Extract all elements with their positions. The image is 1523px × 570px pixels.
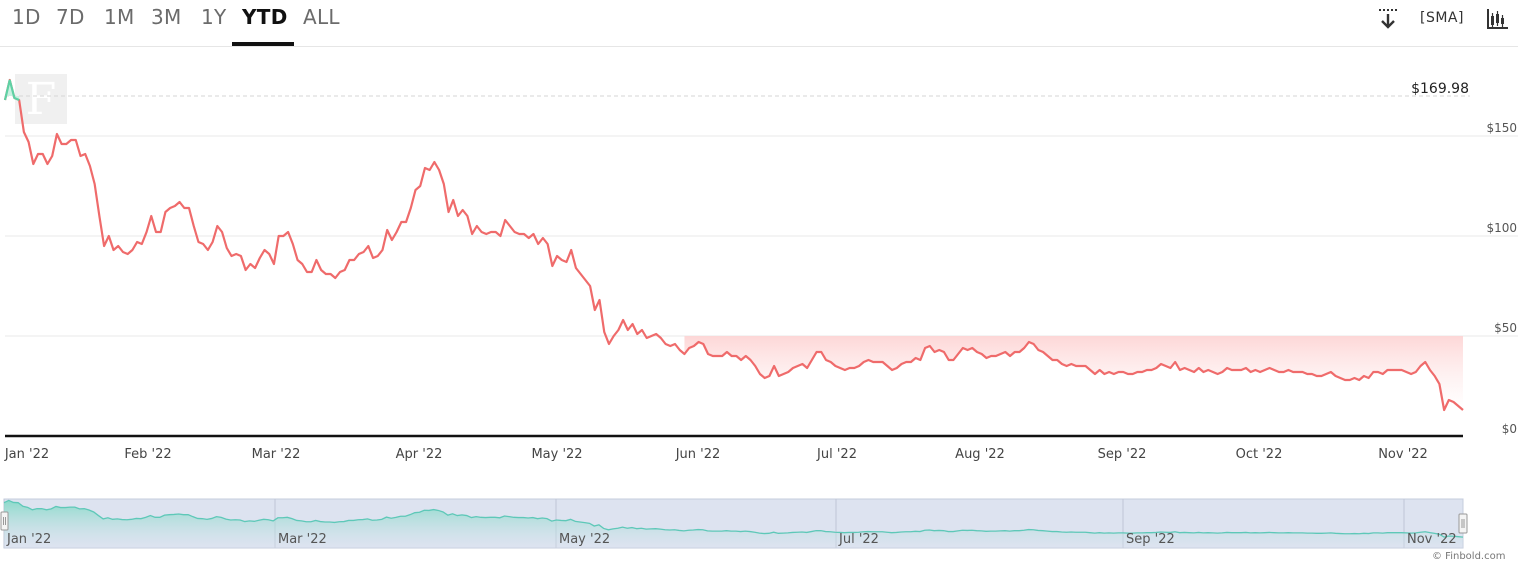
x-tick-label: Sep '22	[1098, 447, 1147, 462]
navigator-line	[3, 499, 1464, 538]
navigator-labels: Jan '22 Mar '22 May '22 Jul '22 Sep '22 Nov '…	[6, 532, 1457, 547]
tab-7d[interactable]: 7D	[56, 5, 85, 29]
finbold-logo: F	[15, 74, 67, 125]
active-tab-underline	[232, 42, 294, 46]
x-tick-label: Mar '22	[252, 447, 301, 462]
tab-1d[interactable]: 1D	[12, 5, 41, 29]
navigator-series	[3, 499, 1464, 548]
navigator-tick-label: Jul '22	[838, 532, 879, 547]
svg-text:F: F	[26, 74, 57, 125]
navigator-tick-label: Jan '22	[6, 532, 51, 547]
x-tick-label: Feb '22	[124, 447, 171, 462]
credit-text: © Finbold.com	[1432, 551, 1506, 562]
price-line-up	[3, 79, 20, 102]
x-tick-label: Apr '22	[396, 447, 443, 462]
area-fill	[684, 336, 1463, 410]
x-tick-label: Jun '22	[675, 447, 721, 462]
navigator[interactable]: Jan '22 Mar '22 May '22 Jul '22 Sep '22 Nov '…	[0, 498, 1468, 549]
price-line	[3, 78, 1464, 412]
x-tick-label: May '22	[531, 447, 582, 462]
series-line	[3, 78, 1464, 412]
tab-3m[interactable]: 3M	[151, 5, 182, 29]
tab-1y[interactable]: 1Y	[201, 5, 227, 29]
tab-1m[interactable]: 1M	[104, 5, 135, 29]
candlestick-icon[interactable]	[1487, 8, 1509, 35]
gridlines	[5, 135, 1518, 337]
range-tabs: 1D 7D 1M 3M 1Y YTD ALL	[0, 0, 1523, 46]
y-tick-label: $100	[1486, 221, 1517, 235]
sma-button[interactable]: [SMA]	[1420, 10, 1464, 26]
navigator-tick-label: Mar '22	[278, 532, 327, 547]
navigator-area	[4, 500, 1463, 548]
navigator-tick-label: Nov '22	[1407, 532, 1457, 547]
x-tick-label: Oct '22	[1236, 447, 1283, 462]
navigator-handle-right[interactable]	[1458, 513, 1468, 534]
tab-ytd[interactable]: YTD	[242, 5, 288, 29]
x-axis-labels: Jan '22 Feb '22 Mar '22 Apr '22 May '22 Jun '…	[4, 447, 1428, 462]
tabs-divider	[0, 46, 1518, 47]
navigator-handle-left[interactable]	[0, 511, 9, 531]
x-tick-label: Jul '22	[816, 447, 857, 462]
navigator-tick-label: Sep '22	[1126, 532, 1175, 547]
y-tick-label: $50	[1494, 321, 1517, 335]
x-tick-label: Aug '22	[955, 447, 1005, 462]
tab-all[interactable]: ALL	[303, 5, 340, 29]
download-icon[interactable]	[1378, 8, 1400, 37]
y-tick-label: $150	[1486, 121, 1517, 135]
start-price-label: $169.98	[1411, 81, 1469, 97]
x-tick-label: Nov '22	[1378, 447, 1428, 462]
area-fill-path	[684, 336, 1463, 410]
x-tick-label: Jan '22	[4, 447, 49, 462]
navigator-tick-label: May '22	[559, 532, 610, 547]
y-tick-label: $0	[1502, 422, 1517, 436]
y-axis-labels: $0 $50 $100 $150	[1486, 121, 1517, 436]
